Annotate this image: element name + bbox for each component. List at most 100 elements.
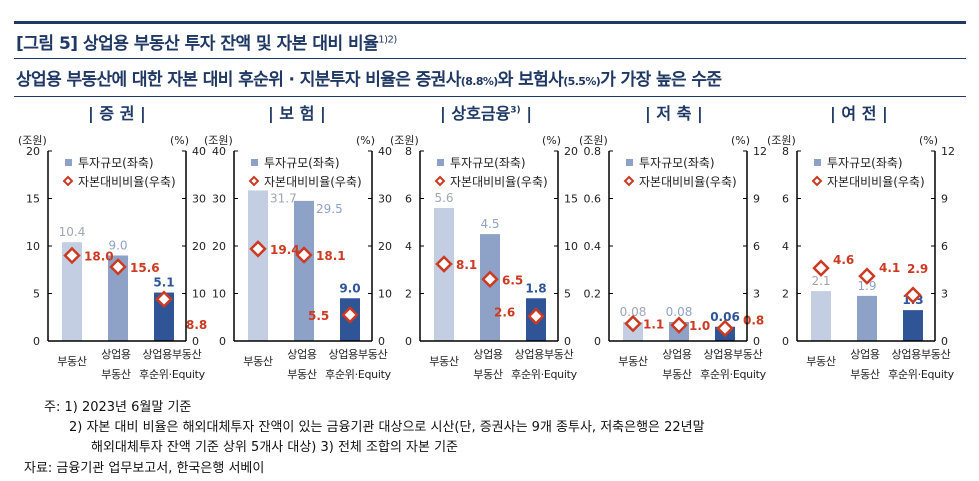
ratio-diamond-marker (109, 258, 127, 276)
legend-diamond-icon (623, 175, 635, 187)
legend-bar-swatch (814, 159, 821, 166)
category-label: 부동산 (57, 355, 87, 368)
bar (154, 292, 174, 341)
ratio-value-label: 5.5 (308, 309, 329, 323)
panel-title: | 상호금융3) | (440, 104, 533, 123)
bar-value-label: 29.5 (316, 202, 343, 216)
category-label: 상업용 (850, 348, 880, 361)
right-axis-unit: (%) (542, 134, 561, 147)
right-tick-label: 5 (564, 288, 571, 301)
category-label: 후순위·Equity (325, 368, 391, 381)
right-tick-label: 3 (753, 288, 760, 301)
left-axis-unit: (조원) (767, 134, 796, 147)
right-tick-label: 9 (753, 193, 760, 206)
right-tick-label: 12 (753, 145, 767, 158)
right-tick-label: 3 (941, 288, 948, 301)
left-tick-label: 0.6 (584, 193, 602, 206)
bar-value-label: 9.0 (108, 239, 127, 253)
note-2: 2) 자본 대비 비율은 해외대체투자 잔액이 있는 금융기관 대상으로 시산(… (69, 420, 705, 435)
right-tick-label: 20 (378, 240, 392, 253)
subtitle-part: 와 보험사 (497, 70, 564, 90)
ratio-value-label: 8.8 (186, 318, 207, 332)
left-tick-label: 4 (782, 240, 789, 253)
figure-subtitle: 상업용 부동산에 대한 자본 대비 후순위 · 지분투자 비율은 증권사(8.8… (16, 65, 722, 90)
charts-area: (조원) (%)0510152001020304010.49.05.118.015… (18, 134, 955, 381)
bar (294, 200, 314, 341)
left-axis-unit: (조원) (390, 134, 419, 147)
left-axis-unit: (조원) (18, 134, 47, 147)
right-tick-label: 40 (378, 145, 392, 158)
legend-bar-swatch (437, 159, 444, 166)
legend-ratio-label: 자본대비비율(우축) (264, 175, 362, 189)
ratio-value-label: 2.9 (907, 262, 928, 276)
ratio-value-label: 1.0 (689, 319, 710, 333)
bar-value-label: 4.5 (480, 217, 499, 231)
left-tick-label: 0 (33, 335, 40, 348)
right-tick-label: 10 (378, 288, 392, 301)
bar-value-label: 9.0 (339, 281, 360, 295)
left-tick-label: 0 (405, 335, 412, 348)
right-tick-label: 0 (564, 335, 571, 348)
top-rule (14, 21, 966, 24)
right-axis-unit: (%) (170, 134, 189, 147)
ratio-diamond-marker (670, 316, 688, 334)
category-label: 부동산 (806, 355, 836, 368)
ratio-diamond-marker (155, 290, 173, 308)
right-tick-label: 0 (192, 335, 199, 348)
panel-title: | 여 전 | (830, 104, 888, 123)
legend-bar-swatch (65, 159, 72, 166)
right-axis-unit: (%) (919, 134, 938, 147)
left-tick-label: 20 (26, 145, 40, 158)
left-axis-unit: (조원) (204, 134, 233, 147)
left-tick-label: 5 (33, 288, 40, 301)
left-tick-label: 6 (782, 193, 789, 206)
left-tick-label: 0 (594, 335, 601, 348)
right-tick-label: 10 (564, 240, 578, 253)
legend-bar-label: 투자규모(좌축) (264, 156, 340, 170)
bar-value-label: 1.8 (525, 281, 546, 295)
subtitle-pct: (5.5%) (563, 75, 601, 88)
right-tick-label: 12 (941, 145, 955, 158)
bar-value-label: 5.6 (434, 191, 453, 205)
legend-ratio-label: 자본대비비율(우축) (78, 175, 176, 189)
category-label: 상업용 (101, 348, 131, 361)
subtitle-rule (14, 96, 966, 97)
right-tick-label: 30 (378, 193, 392, 206)
left-tick-label: 10 (26, 240, 40, 253)
left-tick-label: 0.8 (584, 145, 602, 158)
bar-value-label: 0.06 (710, 310, 740, 324)
left-tick-label: 8 (405, 145, 412, 158)
category-label: 상업용부동산 (515, 348, 574, 361)
right-tick-label: 9 (941, 193, 948, 206)
ratio-value-label: 4.6 (833, 253, 854, 267)
ratio-diamond-marker (527, 307, 545, 326)
title-text: [그림 5] 상업용 부동산 투자 잔액 및 자본 대비 비율 (16, 34, 379, 54)
legend-bar-swatch (251, 159, 258, 166)
subtitle-part: 가 가장 높은 수준 (600, 70, 722, 90)
bar (811, 291, 831, 341)
bar (434, 208, 454, 341)
category-label: 상업용부동산 (704, 348, 763, 361)
category-label: 상업용 (662, 348, 692, 361)
right-tick-label: 20 (564, 145, 578, 158)
subtitle-part: 상업용 부동산에 대한 자본 대비 후순위 · 지분투자 비율은 증권사 (16, 70, 461, 90)
right-tick-label: 20 (192, 240, 206, 253)
bar-value-label: 5.1 (153, 276, 174, 290)
ratio-diamond-marker (249, 240, 267, 258)
left-tick-label: 0.4 (584, 240, 602, 253)
bar-value-label: 0.08 (666, 305, 693, 319)
ratio-diamond-marker (624, 314, 642, 333)
legend-ratio-label: 자본대비비율(우축) (827, 175, 925, 189)
right-tick-label: 0 (753, 335, 760, 348)
panel-title: | 증 권 | (88, 104, 146, 123)
ratio-value-label: 15.6 (130, 261, 160, 275)
ratio-value-label: 1.1 (643, 318, 664, 332)
legend-bar-label: 투자규모(좌축) (639, 156, 715, 170)
legend-diamond-icon (434, 175, 446, 187)
bar (857, 295, 877, 341)
ratio-diamond-marker (341, 306, 359, 324)
category-label: 상업용 (473, 348, 503, 361)
ratio-diamond-marker (858, 267, 876, 285)
source-note: 자료: 금융기관 업무보고서, 한국은행 서베이 (24, 461, 265, 476)
